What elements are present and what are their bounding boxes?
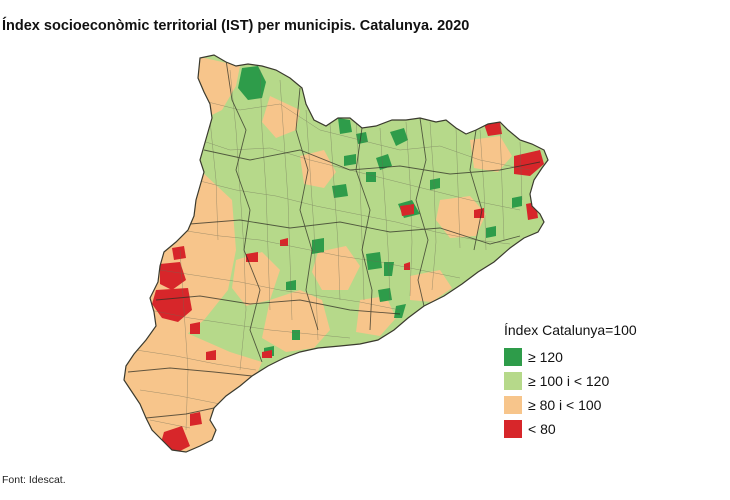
muni-franja-4 <box>190 322 200 334</box>
legend-label: ≥ 80 i < 100 <box>528 397 602 413</box>
muni-east-2 <box>512 196 522 208</box>
muni-south-4 <box>262 350 272 358</box>
muni-franja-3 <box>172 246 186 260</box>
legend-item-80-100: ≥ 80 i < 100 <box>504 393 637 417</box>
map-legend: Índex Catalunya=100 ≥ 120 ≥ 100 i < 120 … <box>504 322 637 441</box>
muni-emporda-north <box>484 122 502 136</box>
legend-swatch <box>504 420 522 438</box>
muni-central-red <box>400 204 414 216</box>
legend-label: ≥ 100 i < 120 <box>528 373 610 389</box>
legend-label: < 80 <box>528 421 556 437</box>
muni-south-1 <box>292 330 300 340</box>
muni-emporda-east <box>514 150 544 176</box>
muni-central-1 <box>344 154 356 166</box>
muni-east-1 <box>486 226 496 238</box>
legend-swatch <box>504 372 522 390</box>
muni-central-3 <box>366 172 376 182</box>
muni-pyr-2 <box>356 132 368 144</box>
muni-ebre-2 <box>190 412 202 426</box>
category-below-80-zones <box>152 122 544 452</box>
legend-item-below-80: < 80 <box>504 417 637 441</box>
zone-maresme-coast <box>410 270 452 302</box>
category-120-plus-zones <box>238 66 522 356</box>
comarca-boundaries <box>127 59 541 419</box>
muni-west-2 <box>280 238 288 246</box>
zone-garraf <box>356 296 396 336</box>
muni-franja-2 <box>152 288 192 322</box>
muni-west-1 <box>246 252 258 262</box>
legend-swatch <box>504 396 522 414</box>
muni-pyr-1 <box>338 118 352 134</box>
map-title: Índex socioeconòmic territorial (IST) pe… <box>2 18 470 34</box>
muni-val-aran <box>238 66 266 100</box>
legend-swatch <box>504 348 522 366</box>
muni-barcelona-2 <box>394 304 406 318</box>
legend-item-120-plus: ≥ 120 <box>504 345 637 369</box>
muni-central-2 <box>376 154 392 170</box>
muni-franja-1 <box>160 262 186 290</box>
muni-east-3 <box>430 178 440 190</box>
muni-barcelona-1 <box>378 288 392 302</box>
muni-central-4 <box>332 184 348 198</box>
zone-camp-tarragona <box>262 290 330 352</box>
legend-item-100-120: ≥ 100 i < 120 <box>504 369 637 393</box>
muni-pyr-3 <box>390 128 408 146</box>
legend-title: Índex Catalunya=100 <box>504 322 637 338</box>
source-note: Font: Idescat. <box>2 474 66 486</box>
zone-pyrenees-mid <box>262 96 300 138</box>
legend-label: ≥ 120 <box>528 349 563 365</box>
muni-center-red-2 <box>404 262 410 270</box>
zone-east-inland <box>436 196 486 238</box>
muni-central-6 <box>312 238 324 254</box>
muni-south-3 <box>206 350 216 360</box>
